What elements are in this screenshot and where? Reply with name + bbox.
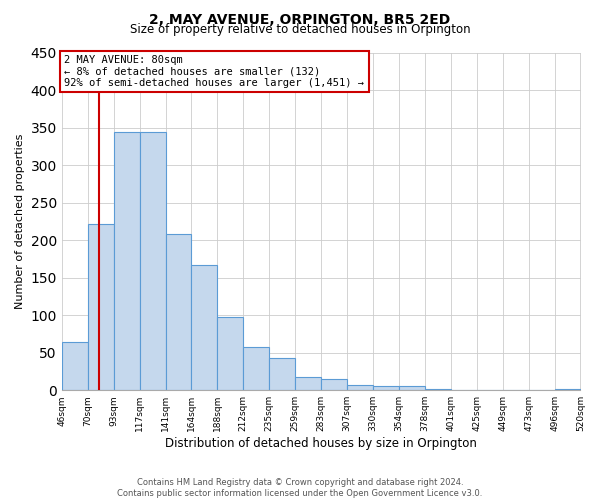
Text: Contains HM Land Registry data © Crown copyright and database right 2024.
Contai: Contains HM Land Registry data © Crown c… xyxy=(118,478,482,498)
Bar xyxy=(217,317,244,390)
Bar xyxy=(347,385,373,390)
Bar xyxy=(113,132,140,390)
Bar xyxy=(399,386,425,390)
Bar xyxy=(62,342,88,390)
Bar xyxy=(269,358,295,390)
Bar xyxy=(166,234,191,390)
X-axis label: Distribution of detached houses by size in Orpington: Distribution of detached houses by size … xyxy=(165,437,477,450)
Bar xyxy=(191,265,217,390)
Bar xyxy=(321,379,347,390)
Bar xyxy=(140,132,166,390)
Y-axis label: Number of detached properties: Number of detached properties xyxy=(15,134,25,310)
Text: Size of property relative to detached houses in Orpington: Size of property relative to detached ho… xyxy=(130,22,470,36)
Text: 2 MAY AVENUE: 80sqm
← 8% of detached houses are smaller (132)
92% of semi-detach: 2 MAY AVENUE: 80sqm ← 8% of detached hou… xyxy=(64,54,364,88)
Bar xyxy=(88,224,113,390)
Bar xyxy=(373,386,399,390)
Text: 2, MAY AVENUE, ORPINGTON, BR5 2ED: 2, MAY AVENUE, ORPINGTON, BR5 2ED xyxy=(149,12,451,26)
Bar xyxy=(554,388,581,390)
Bar xyxy=(295,378,321,390)
Bar xyxy=(244,348,269,390)
